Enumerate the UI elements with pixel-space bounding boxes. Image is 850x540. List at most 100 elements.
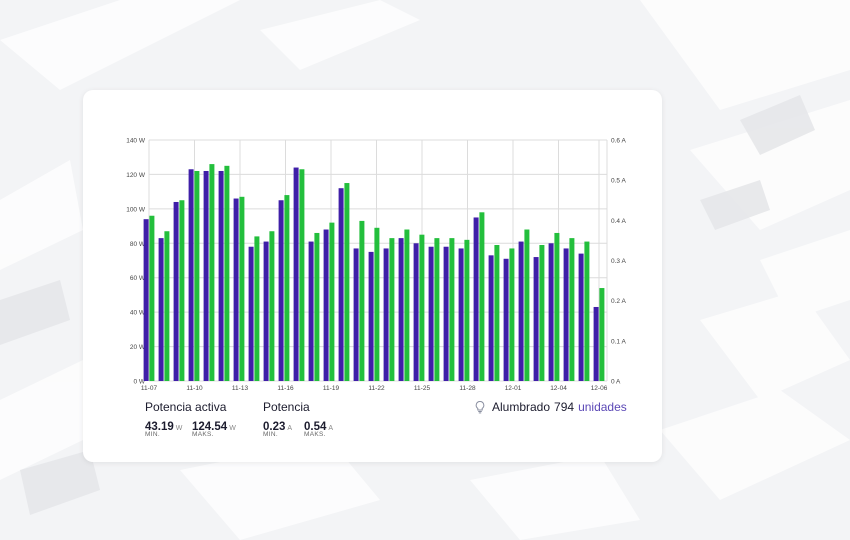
bar-series-2 (329, 222, 335, 381)
current-max: 0.54 A MAKS. (304, 417, 334, 438)
bar-series-1 (188, 169, 194, 381)
bar-series-1 (428, 246, 434, 381)
active-power-min: 43.19 W MIN. (145, 417, 183, 438)
y-right-tick-label: 0.4 A (611, 218, 626, 225)
bar-series-2 (179, 200, 185, 381)
bar-series-1 (263, 241, 269, 381)
active-power-min-label: MIN. (145, 431, 160, 438)
bar-series-2 (254, 236, 260, 381)
y-left-tick-label: 140 W (126, 138, 146, 145)
current-stats: Potencia 0.23 A MIN. 0.54 A MAKS. (263, 400, 333, 438)
bar-series-2 (404, 229, 410, 381)
bar-series-1 (548, 243, 554, 381)
y-right-tick-label: 0.1 A (611, 338, 626, 345)
current-max-value: 0.54 (304, 421, 327, 433)
active-power-max-unit: W (229, 425, 236, 432)
bar-series-1 (278, 200, 284, 381)
x-tick-label: 11-07 (141, 385, 158, 392)
active-power-max: 124.54 W MAKS. (192, 417, 236, 438)
bar-series-1 (143, 219, 149, 381)
lighting-summary[interactable]: Alumbrado 794 unidades (473, 400, 627, 414)
bar-series-2 (374, 227, 380, 381)
bar-series-1 (488, 255, 494, 381)
x-tick-label: 12-04 (550, 385, 567, 392)
y-left-tick-label: 100 W (126, 206, 146, 213)
x-tick-label: 11-28 (459, 385, 476, 392)
bar-series-1 (473, 217, 479, 381)
x-tick-label: 11-25 (414, 385, 431, 392)
bar-series-1 (518, 241, 524, 381)
bar-series-1 (593, 306, 599, 381)
x-tick-label: 11-16 (277, 385, 294, 392)
bar-series-2 (224, 165, 230, 381)
bar-series-2 (209, 164, 215, 381)
current-max-unit: A (328, 425, 334, 432)
bar-series-2 (269, 231, 275, 381)
bar-series-2 (284, 195, 290, 381)
bar-series-1 (323, 229, 329, 381)
bar-series-2 (449, 238, 455, 381)
bar-series-2 (599, 288, 605, 381)
active-power-title: Potencia activa (145, 400, 227, 414)
bar-series-1 (353, 248, 359, 381)
y-right-tick-label: 0.6 A (611, 138, 626, 145)
y-left-tick-label: 80 W (130, 241, 146, 248)
bar-series-2 (569, 238, 575, 381)
x-tick-label: 11-19 (323, 385, 340, 392)
bar-series-1 (578, 253, 584, 381)
bar-series-2 (524, 229, 530, 381)
y-left-tick-label: 60 W (130, 275, 146, 282)
current-title: Potencia (263, 400, 310, 414)
y-left-tick-label: 120 W (126, 172, 146, 179)
bar-chart: 0 W 20 W 40 W 60 W 80 W 100 W 120 W 140 W 0 A 0.1… (126, 138, 626, 393)
bar-series-1 (338, 188, 344, 381)
bar-series-2 (479, 212, 485, 381)
active-power-max-value: 124.54 (192, 421, 228, 433)
current-min: 0.23 A MIN. (263, 417, 293, 438)
y-right-tick-label: 0 A (611, 379, 621, 386)
bar-series-1 (398, 238, 404, 381)
bar-series-1 (173, 201, 179, 381)
bar-series-1 (308, 241, 314, 381)
y-right-tick-label: 0.5 A (611, 178, 626, 185)
bar-series-1 (383, 248, 389, 381)
bar-series-2 (314, 232, 320, 381)
lighting-count: 794 (554, 400, 575, 414)
bar-series-2 (539, 245, 545, 381)
bar-series-2 (239, 196, 245, 381)
bar-series-2 (509, 248, 515, 381)
current-min-label: MIN. (263, 431, 278, 438)
bar-series-1 (503, 258, 509, 381)
y-left-tick-label: 0 W (133, 379, 145, 386)
bar-series-1 (218, 170, 224, 381)
bar-series-1 (533, 257, 539, 381)
bar-series-1 (443, 246, 449, 381)
bar-series-2 (434, 238, 440, 381)
lighting-label: Alumbrado (492, 400, 551, 414)
lighting-units: unidades (578, 400, 627, 414)
y-right-tick-label: 0.3 A (611, 258, 626, 265)
x-tick-label: 12-06 (591, 385, 608, 392)
x-tick-label: 11-22 (368, 385, 385, 392)
bar-series-1 (293, 167, 299, 381)
chart-card: 0 W 20 W 40 W 60 W 80 W 100 W 120 W 140 W 0 A 0.1… (83, 90, 662, 462)
bar-series-2 (494, 245, 500, 381)
bar-series-2 (584, 241, 590, 381)
bar-series-2 (464, 239, 470, 381)
bar-series-2 (299, 169, 305, 381)
bar-series-1 (203, 170, 209, 381)
bar-series-1 (233, 198, 239, 381)
active-power-max-label: MAKS. (192, 431, 214, 438)
bar-series-2 (359, 220, 365, 381)
lightbulb-icon (475, 400, 485, 414)
bar-series-1 (458, 248, 464, 381)
active-power-stats: Potencia activa 43.19 W MIN. 124.54 W MAKS… (145, 400, 236, 438)
bar-series-2 (419, 234, 425, 381)
active-power-min-unit: W (175, 425, 183, 432)
bar-series-1 (563, 248, 569, 381)
current-min-unit: A (287, 425, 293, 432)
y-right-tick-label: 0.2 A (611, 298, 626, 305)
bar-series-1 (248, 246, 254, 381)
bar-series-2 (389, 238, 395, 381)
bar-series-2 (194, 170, 200, 381)
